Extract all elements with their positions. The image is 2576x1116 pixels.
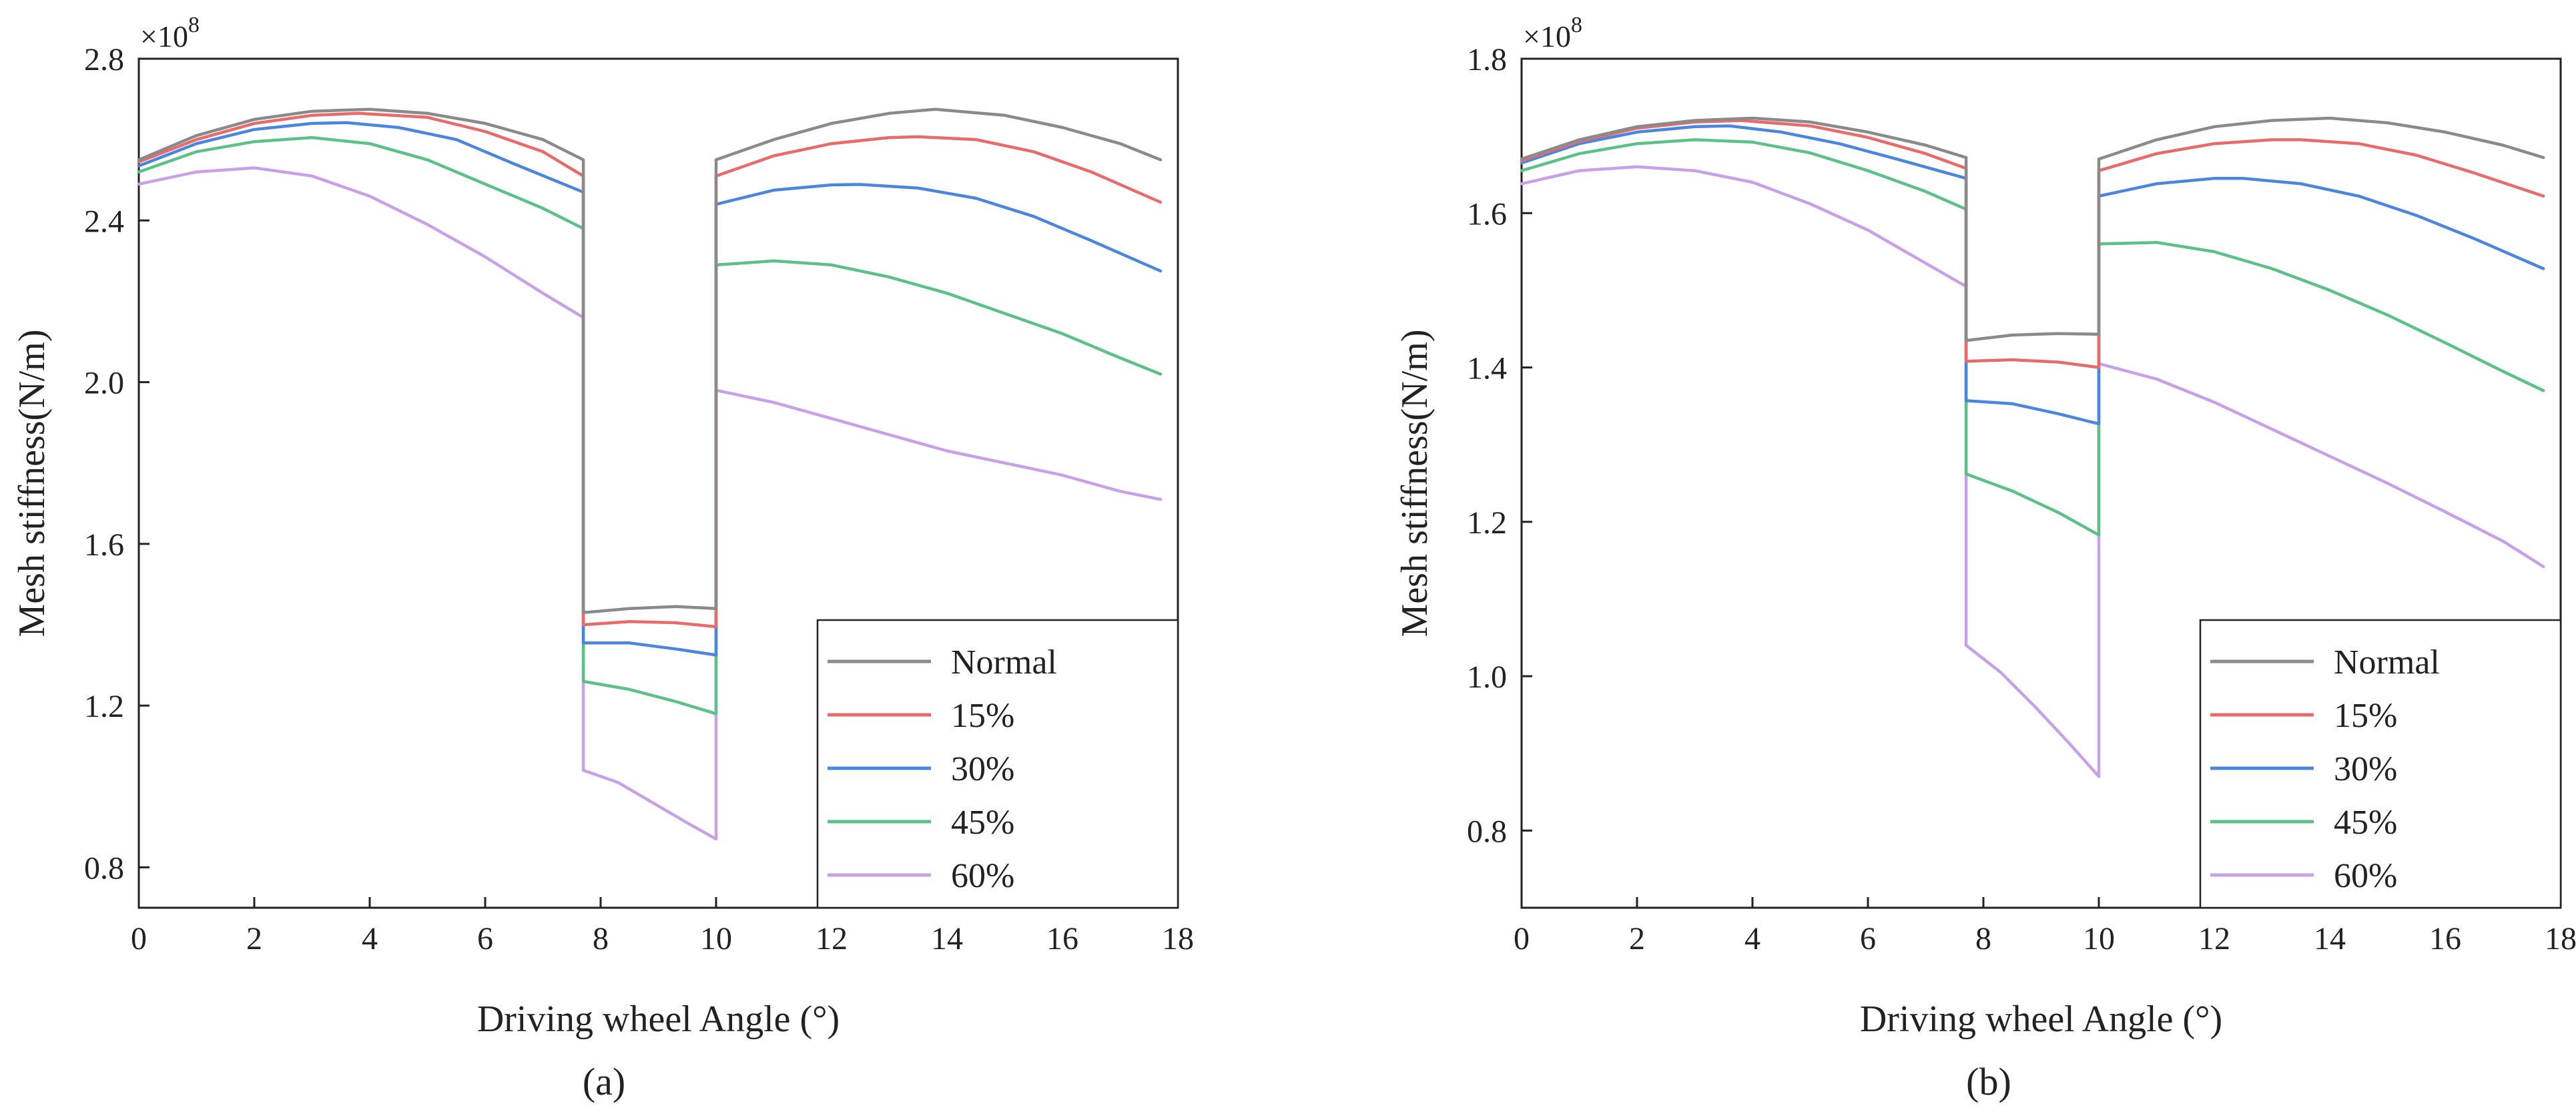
legend-label: 30%	[2334, 750, 2397, 788]
x-tick-label: 12	[816, 921, 848, 956]
y-multiplier: ×10	[1523, 19, 1571, 53]
panel-caption: (b)	[1966, 1060, 2011, 1103]
series-line-60pct	[1520, 165, 2545, 778]
x-tick-label: 0	[131, 921, 147, 956]
x-tick-label: 6	[477, 921, 493, 956]
legend-label: 15%	[951, 697, 1014, 735]
x-tick-label: 14	[931, 921, 963, 956]
y-tick-label: 1.2	[1467, 505, 1507, 541]
y-exponent: 8	[1571, 13, 1582, 37]
y-multiplier: ×10	[140, 19, 188, 53]
y-tick-label: 1.6	[84, 527, 124, 563]
x-tick-label: 8	[593, 921, 609, 956]
legend-label: Normal	[951, 643, 1057, 681]
x-tick-label: 10	[700, 921, 732, 956]
x-tick-label: 4	[362, 921, 378, 956]
y-exponent-label: ×108	[140, 13, 200, 53]
series-line-normal	[137, 107, 1163, 615]
x-tick-label: 0	[1514, 921, 1530, 956]
series-line-45pct	[1520, 138, 2545, 537]
y-tick-label: 0.8	[1467, 814, 1507, 849]
y-axis-title: Mesh stiffness(N/m)	[11, 330, 53, 637]
chart-panel-a: 0 2 4 6 8 10 12 14 16 180.81.21.62.02.42.8×108Dri…	[11, 13, 1194, 1103]
legend-label: 45%	[951, 804, 1014, 842]
y-tick-label: 1.4	[1467, 351, 1507, 386]
y-axis-title: Mesh stiffness(N/m)	[1394, 330, 1435, 637]
legend-label: 45%	[2334, 804, 2397, 842]
x-tick-label: 12	[2198, 921, 2230, 956]
y-tick-label: 1.0	[1467, 659, 1507, 695]
series-line-60pct	[137, 166, 1163, 841]
x-tick-label: 16	[2429, 921, 2461, 956]
x-axis-title: Driving wheel Angle (°)	[1860, 999, 2222, 1040]
series-line-30pct	[1520, 124, 2545, 426]
plot-frame	[137, 57, 1179, 909]
y-exponent-label: ×108	[1523, 13, 1582, 53]
x-tick-label: 2	[1629, 921, 1645, 956]
chart-panel-b: 0 2 4 6 8 10 12 14 16 180.81.01.21.41.61.8×108Dri…	[1394, 13, 2576, 1103]
legend-label: 15%	[2334, 697, 2397, 735]
series-line-15pct	[137, 111, 1163, 629]
x-tick-label: 2	[246, 921, 262, 956]
x-tick-label: 8	[1975, 921, 1991, 956]
legend: Normal 15% 30% 45% 60%	[2199, 619, 2562, 909]
x-tick-label: 10	[2083, 921, 2115, 956]
y-tick-label: 1.8	[1467, 42, 1507, 77]
x-tick-label: 4	[1744, 921, 1760, 956]
y-tick-label: 1.2	[84, 689, 124, 724]
legend-label: 60%	[951, 857, 1014, 895]
legend: Normal 15% 30% 45% 60%	[816, 619, 1179, 909]
series-line-30pct	[137, 121, 1163, 657]
y-exponent: 8	[188, 13, 200, 37]
x-tick-label: 18	[1162, 921, 1194, 956]
legend-box	[816, 619, 1179, 909]
series-line-45pct	[137, 135, 1163, 716]
legend-label: Normal	[2334, 643, 2440, 681]
legend-label: 30%	[951, 750, 1014, 788]
x-tick-label: 14	[2314, 921, 2346, 956]
x-tick-label: 18	[2545, 921, 2576, 956]
y-tick-label: 1.6	[1467, 196, 1507, 232]
y-tick-label: 2.0	[84, 366, 124, 401]
panel-caption: (a)	[583, 1060, 625, 1103]
x-tick-label: 6	[1860, 921, 1876, 956]
legend-box	[2199, 619, 2562, 909]
y-tick-label: 2.4	[84, 204, 124, 239]
x-axis-title: Driving wheel Angle (°)	[477, 999, 840, 1040]
y-tick-label: 0.8	[84, 850, 124, 886]
series-line-15pct	[1520, 119, 2545, 369]
x-tick-label: 16	[1046, 921, 1078, 956]
y-tick-label: 2.8	[84, 42, 124, 77]
legend-label: 60%	[2334, 857, 2397, 895]
plot-frame	[1520, 57, 2562, 909]
series-line-normal	[1520, 116, 2545, 342]
